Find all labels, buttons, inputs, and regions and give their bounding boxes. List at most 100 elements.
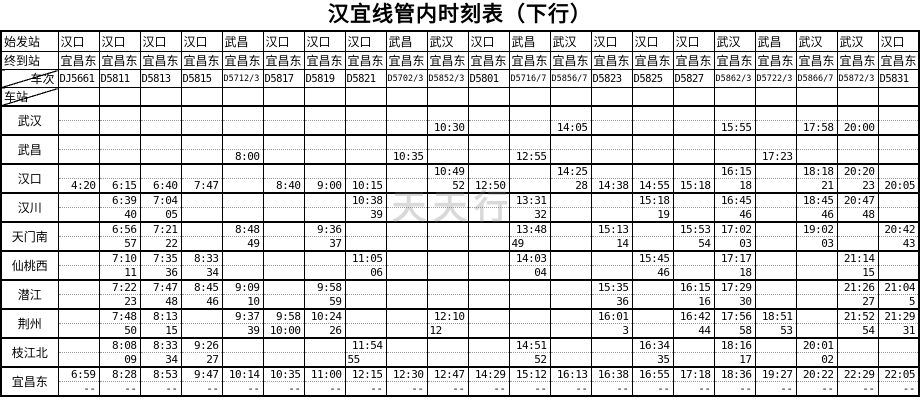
station-row-departure: 40 05 39 32 19 46 46 48 bbox=[1, 207, 919, 222]
departure-time-cell: 37 bbox=[303, 236, 345, 251]
arrival-time-cell bbox=[467, 105, 509, 121]
departure-time-cell bbox=[262, 207, 304, 222]
arrival-time-cell bbox=[139, 163, 181, 179]
departure-time-cell: 54 bbox=[672, 236, 714, 251]
departure-time-cell: 31 bbox=[877, 323, 919, 338]
arrival-time-cell bbox=[57, 337, 99, 353]
arrival-time-cell: 6:39 bbox=[98, 192, 140, 208]
departure-time-cell bbox=[426, 149, 468, 164]
departure-time-cell: 59 bbox=[303, 294, 345, 309]
empty-header-cell bbox=[549, 87, 591, 107]
departure-time-cell bbox=[344, 120, 386, 135]
arrival-time-cell bbox=[262, 337, 304, 353]
destination-cell: 宜昌东 bbox=[180, 51, 222, 70]
arrival-time-cell bbox=[549, 134, 591, 150]
arrival-time-cell bbox=[344, 308, 386, 324]
departure-time-cell bbox=[426, 265, 468, 280]
station-row-arrival: 武汉 bbox=[0, 105, 919, 135]
arrival-time-cell bbox=[426, 134, 468, 150]
empty-header-cell bbox=[98, 87, 140, 107]
departure-time-cell bbox=[877, 265, 919, 280]
arrival-time-cell: 9:58 bbox=[303, 279, 345, 295]
departure-time-cell: 36 bbox=[590, 294, 632, 309]
arrival-time-cell bbox=[631, 221, 673, 237]
arrival-time-cell bbox=[180, 192, 222, 208]
departure-time-cell: 49 bbox=[508, 236, 550, 251]
arrival-time-cell bbox=[549, 250, 591, 266]
departure-time-cell bbox=[467, 352, 509, 367]
arrival-time-cell: 7:10 bbox=[98, 250, 140, 266]
destination-cell: 宜昌东 bbox=[262, 51, 304, 70]
train-number-cell: D5827 bbox=[672, 69, 714, 88]
empty-header-cell bbox=[590, 87, 632, 107]
departure-time-cell: 10 bbox=[221, 294, 263, 309]
departure-time-cell bbox=[221, 265, 263, 280]
arrival-time-cell bbox=[57, 308, 99, 324]
departure-time-cell bbox=[467, 207, 509, 222]
arrival-time-cell bbox=[57, 134, 99, 150]
departure-time-cell: 57 bbox=[98, 236, 140, 251]
arrival-time-cell bbox=[549, 192, 591, 208]
departure-time-cell bbox=[180, 236, 222, 251]
arrival-time-cell bbox=[672, 163, 714, 179]
destination-cell: 宜昌东 bbox=[631, 51, 673, 70]
arrival-time-cell bbox=[877, 105, 919, 121]
arrival-time-cell bbox=[344, 134, 386, 150]
arrival-time-cell: 10:38 bbox=[344, 192, 386, 208]
arrival-time-cell bbox=[590, 192, 632, 208]
destination-cell: 宜昌东 bbox=[139, 51, 181, 70]
departure-time-cell: 6:15 bbox=[98, 178, 140, 193]
departure-time-cell bbox=[57, 207, 99, 222]
departure-time-cell: 39 bbox=[221, 323, 263, 338]
origin-cell: 武昌 bbox=[754, 31, 796, 52]
departure-time-cell bbox=[221, 352, 263, 367]
departure-time-cell bbox=[426, 352, 468, 367]
arrival-time-cell bbox=[98, 134, 140, 150]
departure-time-cell: 30 bbox=[713, 294, 755, 309]
departure-time-cell bbox=[262, 352, 304, 367]
arrival-time-cell: 15:45 bbox=[631, 250, 673, 266]
empty-header-cell bbox=[631, 87, 673, 107]
departure-time-cell: 27 bbox=[836, 294, 878, 309]
station-name: 枝江北 bbox=[0, 337, 58, 367]
arrival-time-cell: 20:20 bbox=[836, 163, 878, 179]
departure-time-cell: 52 bbox=[508, 352, 550, 367]
departure-time-cell bbox=[180, 120, 222, 135]
arrival-time-cell: 7:22 bbox=[98, 279, 140, 295]
arrival-time-cell bbox=[549, 221, 591, 237]
departure-time-cell: 5 bbox=[877, 294, 919, 309]
empty-header-cell bbox=[262, 87, 304, 107]
empty-header-cell bbox=[180, 87, 222, 107]
departure-time-cell bbox=[385, 207, 427, 222]
destination-cell: 宜昌东 bbox=[713, 51, 755, 70]
arrival-time-cell: 18:36 bbox=[713, 366, 755, 382]
arrival-time-cell: 15:13 bbox=[590, 221, 632, 237]
departure-time-cell bbox=[877, 120, 919, 135]
station-name: 汉口 bbox=[0, 163, 58, 193]
arrival-time-cell: 21:14 bbox=[836, 250, 878, 266]
arrival-time-cell: 22:05 bbox=[877, 366, 919, 382]
arrival-time-cell bbox=[508, 105, 550, 121]
destination-cell: 宜昌东 bbox=[795, 51, 837, 70]
origin-cell: 武汉 bbox=[426, 31, 468, 52]
departure-time-cell bbox=[754, 294, 796, 309]
origin-cell: 武昌 bbox=[221, 31, 263, 52]
arrival-time-cell bbox=[631, 134, 673, 150]
origin-cell: 汉口 bbox=[672, 31, 714, 52]
arrival-time-cell: 15:35 bbox=[590, 279, 632, 295]
arrival-time-cell: 9:36 bbox=[303, 221, 345, 237]
departure-time-cell: 02 bbox=[795, 352, 837, 367]
arrival-time-cell bbox=[180, 308, 222, 324]
arrival-time-cell bbox=[754, 250, 796, 266]
arrival-time-cell: 12:30 bbox=[385, 366, 427, 382]
dest-row-label: 终到站 bbox=[0, 51, 58, 70]
arrival-time-cell: 16:01 bbox=[590, 308, 632, 324]
station-row-arrival: 天门南 6:56 7:21 8:48 9:36 13:48 15:13 15:53 17:02 1… bbox=[0, 221, 919, 251]
arrival-time-cell bbox=[467, 134, 509, 150]
departure-time-cell bbox=[631, 294, 673, 309]
departure-time-cell bbox=[57, 265, 99, 280]
arrival-time-cell: 16:55 bbox=[631, 366, 673, 382]
departure-time-cell bbox=[672, 352, 714, 367]
departure-time-cell bbox=[467, 294, 509, 309]
arrival-time-cell: 18:16 bbox=[713, 337, 755, 353]
